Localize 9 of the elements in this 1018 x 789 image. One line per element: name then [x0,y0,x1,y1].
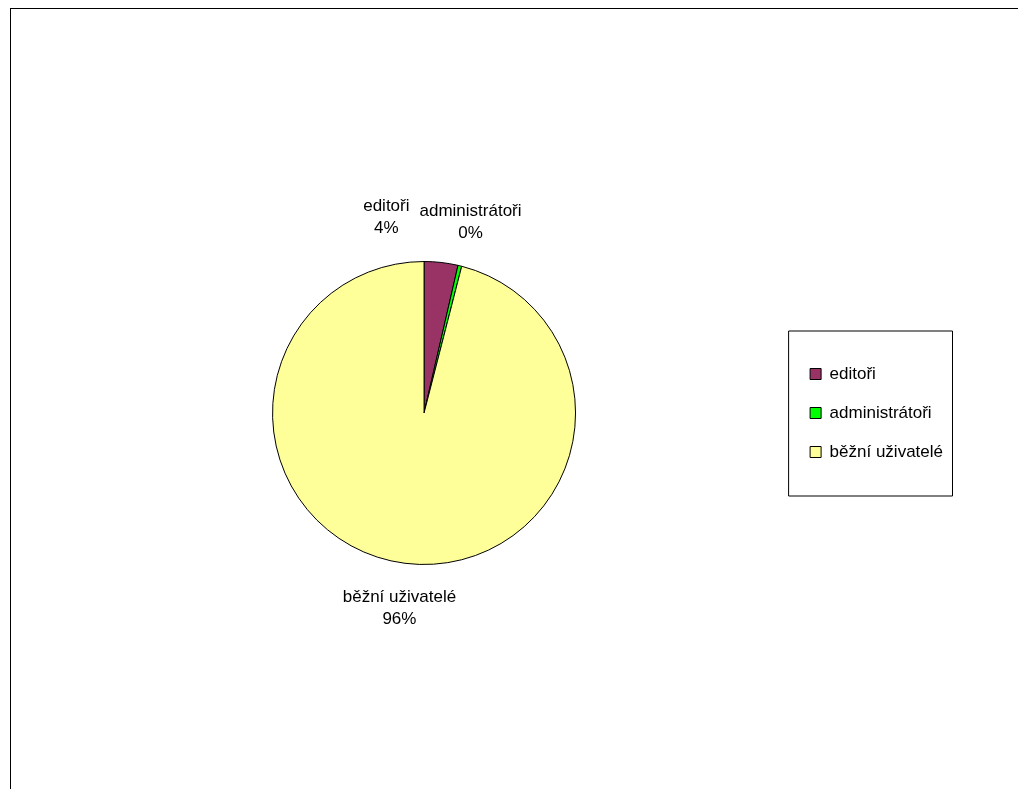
slice-label: administrátoři [419,200,522,220]
legend-label: administrátoři [829,402,932,422]
data-label: 0% [458,222,483,242]
data-label: 96% [382,608,417,628]
legend-label: běžní uživatelé [829,441,943,461]
data-label: 4% [374,218,399,238]
slice-label: editoři [363,196,410,216]
slice-label: běžní uživatelé [342,586,457,606]
legend-label: editoři [829,363,876,383]
